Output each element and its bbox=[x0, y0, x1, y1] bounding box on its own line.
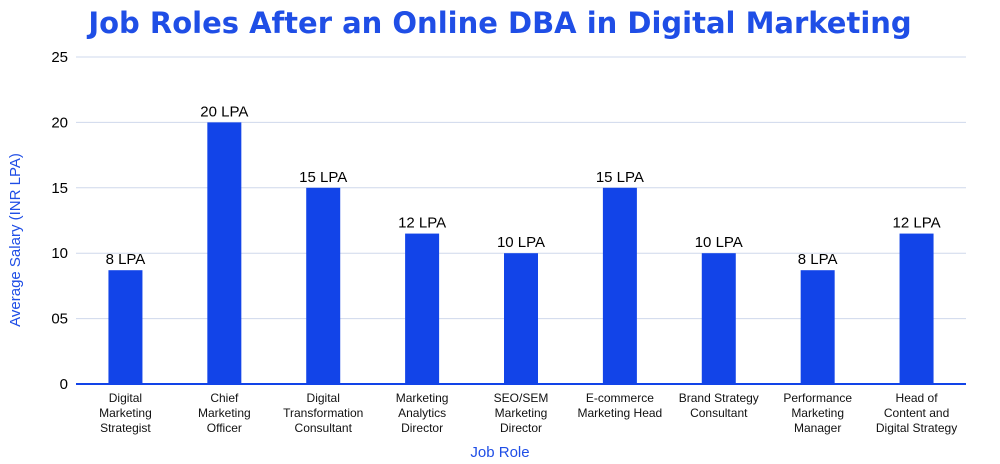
data-label: 15 LPA bbox=[299, 169, 347, 186]
chart-title: Job Roles After an Online DBA in Digital… bbox=[86, 6, 911, 40]
data-label: 10 LPA bbox=[497, 234, 545, 251]
bar bbox=[306, 187, 341, 384]
bar bbox=[207, 122, 242, 385]
bar bbox=[504, 253, 538, 384]
data-label: 12 LPA bbox=[893, 215, 941, 232]
y-axis-label: Average Salary (INR LPA) bbox=[7, 153, 24, 327]
x-tick-label: Chief Marketing Officer bbox=[198, 391, 251, 435]
x-tick-label: Digital Marketing Strategist bbox=[99, 391, 152, 435]
y-tick-label: 10 bbox=[51, 245, 68, 262]
x-tick-label: Performance Marketing Manager bbox=[783, 391, 852, 435]
x-tick-label: Digital Transformation Consultant bbox=[283, 391, 363, 435]
y-tick-label: 0 bbox=[60, 376, 68, 393]
bar bbox=[405, 233, 440, 384]
y-tick-label: 25 bbox=[51, 49, 68, 66]
data-label: 8 LPA bbox=[798, 251, 838, 268]
data-label: 20 LPA bbox=[200, 103, 248, 120]
x-tick-label: Marketing Analytics Director bbox=[396, 391, 449, 435]
y-axis-ticks: 0 05 10 15 20 25 bbox=[51, 49, 68, 393]
data-label: 12 LPA bbox=[398, 215, 446, 232]
bars bbox=[108, 122, 934, 385]
bar bbox=[701, 253, 736, 384]
bar bbox=[602, 187, 637, 384]
y-tick-label: 15 bbox=[51, 180, 68, 197]
y-tick-label: 05 bbox=[51, 311, 68, 328]
bar bbox=[800, 270, 835, 384]
data-label: 8 LPA bbox=[106, 251, 146, 268]
x-tick-label: Head of Content and Digital Strategy bbox=[876, 391, 957, 435]
data-label: 10 LPA bbox=[695, 234, 743, 251]
x-axis-ticks: Digital Marketing Strategist Chief Marketing… bbox=[99, 391, 957, 435]
data-label: 15 LPA bbox=[596, 169, 644, 186]
y-tick-label: 20 bbox=[51, 114, 68, 131]
x-tick-label: SEO/SEM Marketing Director bbox=[494, 391, 549, 435]
x-axis-label: Job Role bbox=[470, 444, 529, 461]
data-labels: 8 LPA 20 LPA 15 LPA 12 LPA 10 LPA 15 LPA 10 LP… bbox=[106, 103, 941, 268]
bar bbox=[899, 233, 934, 384]
bar bbox=[108, 270, 143, 384]
x-tick-label: Brand Strategy Consultant bbox=[679, 391, 759, 420]
x-tick-label: E-commerce Marketing Head bbox=[578, 391, 663, 420]
